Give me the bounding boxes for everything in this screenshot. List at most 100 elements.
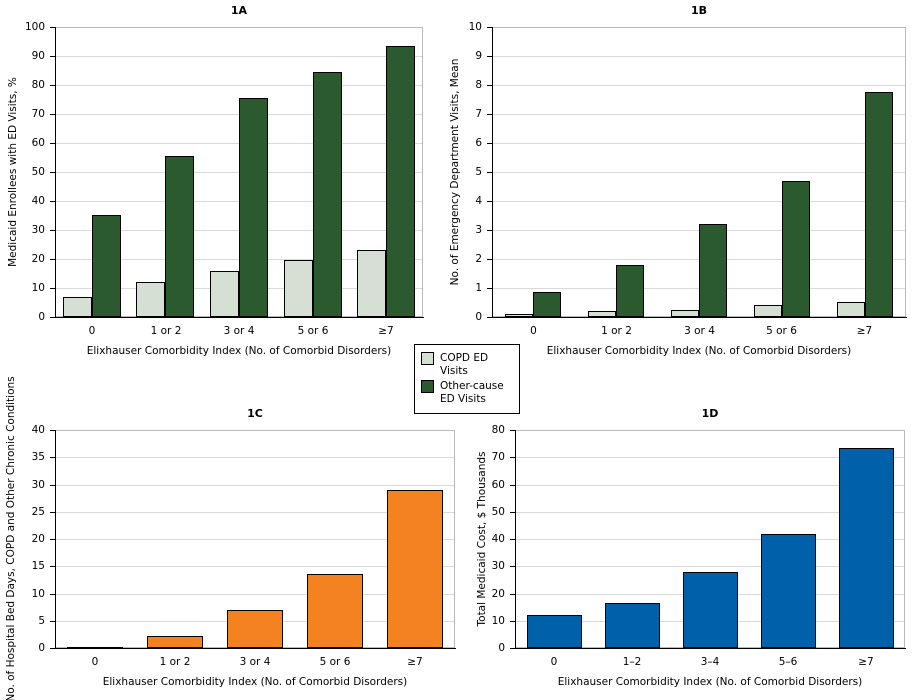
gridline (516, 457, 904, 458)
y-tick-label: 90 (31, 50, 45, 62)
gridline (516, 566, 904, 567)
y-tick-mark (50, 594, 55, 595)
y-tick-mark (487, 230, 492, 231)
bar-1A-other-cause-ed-visits-cat3 (313, 72, 342, 317)
bar-1A-copd-ed-visits-cat0 (63, 297, 92, 317)
bar-1B-copd-ed-visits-cat1 (588, 311, 616, 317)
legend-label-other-cause: Other-cause ED Visits (440, 380, 504, 405)
y-tick-label: 50 (31, 166, 45, 178)
bar-1C-hospital-bed-days-cat4 (387, 490, 443, 648)
bar-1A-other-cause-ed-visits-cat0 (92, 215, 121, 317)
y-axis-line (55, 27, 56, 318)
y-tick-mark (487, 114, 492, 115)
x-category-label: 1–2 (622, 656, 642, 668)
y-axis-title-1D: Total Medicaid Cost, $ Thousands (476, 451, 488, 627)
x-category-label: 0 (91, 656, 99, 668)
bar-1B-other-cause-ed-visits-cat0 (533, 292, 561, 317)
gridline (516, 485, 904, 486)
legend-swatch-copd-icon (421, 352, 434, 365)
legend-label-copd: COPD ED Visits (440, 352, 489, 377)
gridline (56, 457, 454, 458)
y-axis-title-1C: No. of Hospital Bed Days, COPD and Other… (5, 376, 17, 700)
y-tick-mark (50, 230, 55, 231)
y-tick-label: 20 (31, 253, 45, 265)
y-tick-mark (487, 288, 492, 289)
x-category-label: 1 or 2 (150, 325, 182, 337)
gridline (493, 56, 905, 57)
y-tick-mark (50, 485, 55, 486)
y-tick-label: 70 (491, 451, 505, 463)
y-tick-label: 2 (475, 253, 482, 265)
y-tick-label: 5 (38, 615, 45, 627)
y-tick-mark (510, 621, 515, 622)
bar-1B-other-cause-ed-visits-cat1 (616, 265, 644, 317)
y-tick-mark (50, 201, 55, 202)
legend-item-other-cause-ed-visits: Other-cause ED Visits (421, 380, 513, 406)
bar-1B-copd-ed-visits-cat4 (837, 302, 865, 317)
y-tick-mark (50, 430, 55, 431)
bar-1A-copd-ed-visits-cat3 (284, 260, 313, 317)
y-tick-label: 3 (475, 224, 482, 236)
bar-1D-total-medicaid-cost-cat4 (839, 448, 894, 648)
x-category-label: 3 or 4 (239, 656, 271, 668)
y-tick-mark (510, 566, 515, 567)
y-tick-label: 20 (491, 588, 505, 600)
gridline (56, 566, 454, 567)
y-tick-label: 70 (31, 108, 45, 120)
bar-1A-copd-ed-visits-cat2 (210, 271, 239, 317)
gridline (516, 512, 904, 513)
x-axis-title-1A: Elixhauser Comorbidity Index (No. of Com… (86, 345, 392, 357)
y-tick-label: 0 (475, 311, 482, 323)
y-tick-mark (487, 201, 492, 202)
gridline (493, 201, 905, 202)
x-category-label: ≥7 (378, 325, 394, 337)
gridline (493, 114, 905, 115)
y-tick-mark (487, 259, 492, 260)
y-tick-label: 30 (31, 479, 45, 491)
x-axis-title-1C: Elixhauser Comorbidity Index (No. of Com… (102, 676, 408, 688)
x-category-label: 0 (550, 656, 558, 668)
y-tick-mark (50, 621, 55, 622)
x-category-label: 5 or 6 (766, 325, 797, 337)
y-tick-label: 30 (491, 560, 505, 572)
y-tick-mark (487, 172, 492, 173)
y-tick-label: 0 (38, 311, 45, 323)
bar-1A-other-cause-ed-visits-cat1 (165, 156, 194, 317)
bar-1D-total-medicaid-cost-cat3 (761, 534, 816, 648)
y-tick-label: 8 (475, 79, 482, 91)
y-tick-mark (510, 648, 515, 649)
bar-1B-copd-ed-visits-cat3 (754, 305, 782, 317)
bar-1C-hospital-bed-days-cat2 (227, 610, 283, 648)
gridline (56, 85, 422, 86)
y-axis-line (55, 430, 56, 649)
y-tick-mark (510, 485, 515, 486)
legend-swatch-other-cause-icon (421, 380, 434, 393)
y-tick-label: 100 (24, 21, 45, 33)
bar-1C-hospital-bed-days-cat1 (147, 636, 203, 648)
bar-1A-copd-ed-visits-cat4 (357, 250, 386, 317)
y-tick-label: 6 (475, 137, 482, 149)
y-tick-mark (50, 172, 55, 173)
bar-1B-other-cause-ed-visits-cat2 (699, 224, 727, 317)
bar-1B-other-cause-ed-visits-cat4 (865, 92, 893, 317)
bar-1D-total-medicaid-cost-cat2 (683, 572, 738, 648)
x-category-label: 5 or 6 (319, 656, 351, 668)
x-category-label: 3–4 (700, 656, 720, 668)
x-category-label: 0 (88, 325, 96, 337)
gridline (56, 56, 422, 57)
y-tick-label: 25 (31, 506, 45, 518)
x-category-label: 0 (530, 325, 537, 337)
y-tick-label: 1 (475, 282, 482, 294)
y-tick-mark (487, 85, 492, 86)
y-tick-mark (50, 56, 55, 57)
y-tick-label: 10 (31, 588, 45, 600)
y-tick-label: 80 (491, 424, 505, 436)
x-axis-line (55, 648, 456, 649)
y-tick-label: 0 (38, 642, 45, 654)
y-tick-label: 60 (31, 137, 45, 149)
y-tick-label: 10 (468, 21, 482, 33)
x-axis-title-1B: Elixhauser Comorbidity Index (No. of Com… (546, 345, 852, 357)
panel-title-1D: 1D (701, 407, 719, 420)
y-tick-mark (510, 430, 515, 431)
y-tick-label: 7 (475, 108, 482, 120)
